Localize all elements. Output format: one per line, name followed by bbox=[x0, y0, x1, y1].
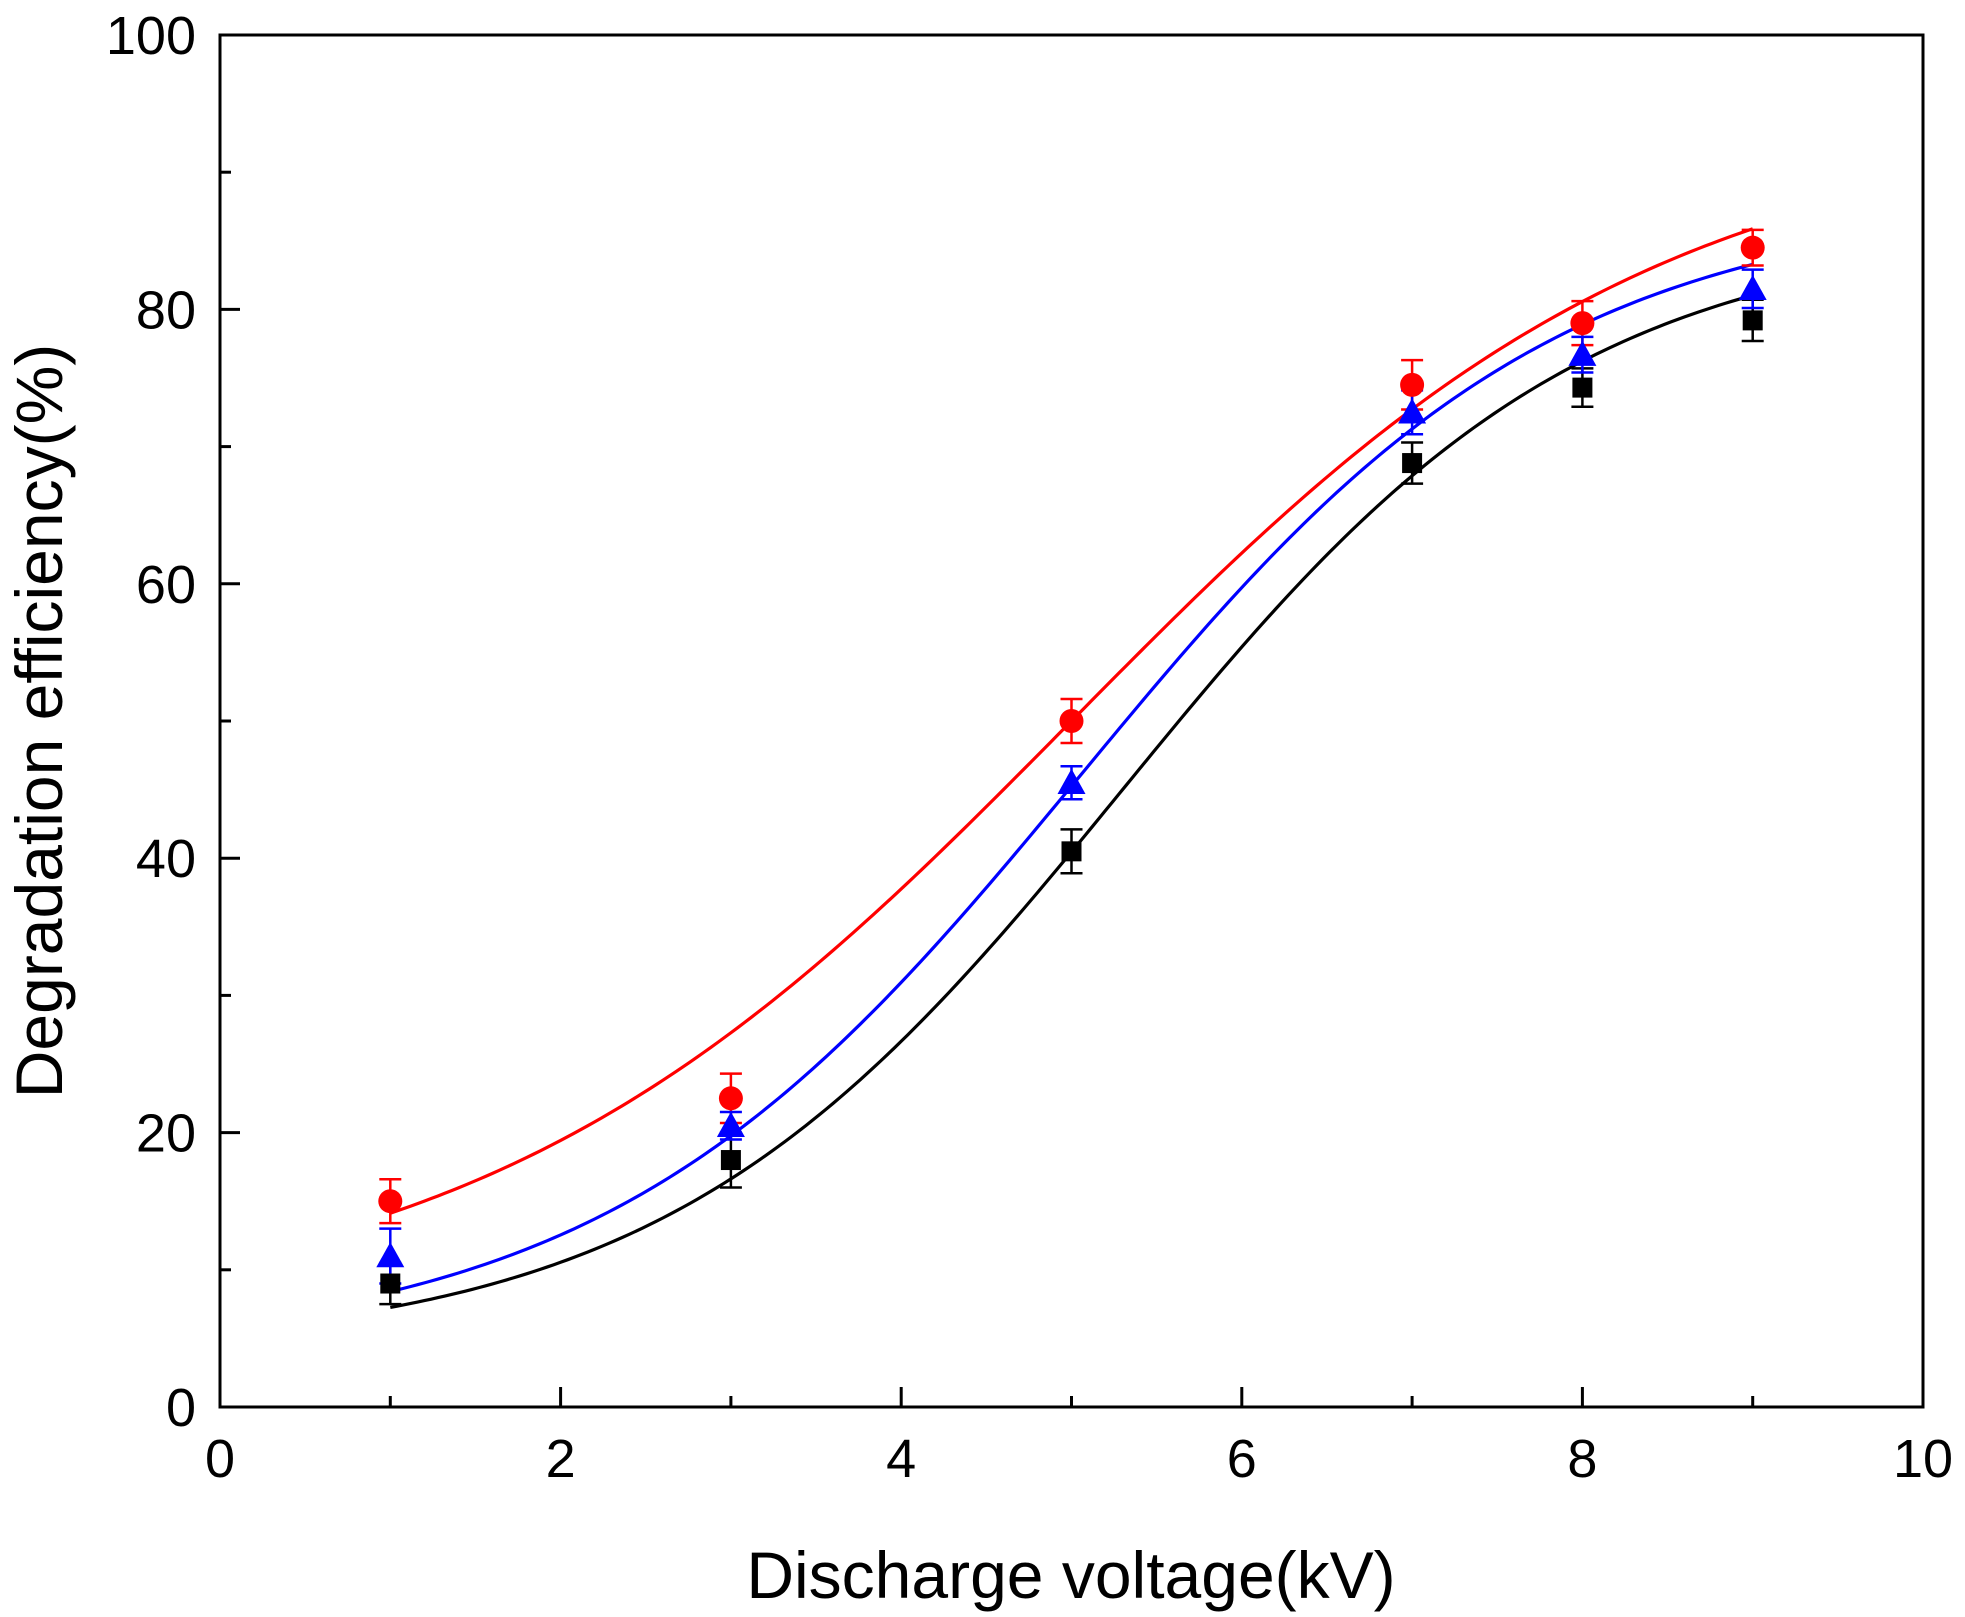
x-tick-label: 2 bbox=[546, 1429, 576, 1489]
x-tick-label: 4 bbox=[886, 1429, 916, 1489]
data-point-square bbox=[1402, 453, 1423, 474]
x-tick-labels: 0 2 4 6 8 10 bbox=[205, 1429, 1953, 1489]
y-tick-labels: 0 20 40 60 80 100 bbox=[106, 6, 196, 1438]
fit-curve-0 bbox=[390, 293, 1754, 1310]
data-point-circle bbox=[1740, 235, 1765, 260]
y-axis-title: Degradation efficiency(%) bbox=[2, 344, 76, 1099]
error-bars bbox=[379, 228, 1764, 1306]
data-point-triangle bbox=[1568, 340, 1597, 366]
data-point-circle bbox=[1570, 311, 1595, 336]
x-tick-label: 8 bbox=[1567, 1429, 1597, 1489]
data-point-square bbox=[1061, 841, 1082, 862]
y-tick-label: 100 bbox=[106, 6, 196, 66]
data-point-square bbox=[720, 1150, 741, 1171]
data-point-triangle bbox=[376, 1242, 405, 1268]
x-tick-label: 6 bbox=[1227, 1429, 1257, 1489]
data-point-circle bbox=[1059, 709, 1084, 733]
data-point-circle bbox=[378, 1189, 403, 1214]
data-point-triangle bbox=[716, 1111, 745, 1137]
y-tick-label: 20 bbox=[136, 1104, 196, 1164]
axis-ticks bbox=[218, 33, 1925, 1409]
y-tick-label: 60 bbox=[136, 555, 196, 615]
y-tick-label: 80 bbox=[136, 280, 196, 340]
x-axis-title: Discharge voltage(kV) bbox=[746, 1538, 1395, 1612]
x-tick-label: 0 bbox=[205, 1429, 235, 1489]
data-point-circle bbox=[1400, 372, 1425, 397]
y-tick-label: 40 bbox=[136, 829, 196, 889]
data-point-circle bbox=[718, 1086, 743, 1111]
data-point-square bbox=[380, 1273, 401, 1294]
data-point-square bbox=[1742, 310, 1763, 331]
y-tick-label: 0 bbox=[166, 1378, 196, 1438]
data-point-triangle bbox=[1738, 274, 1767, 301]
x-tick-label: 10 bbox=[1893, 1429, 1953, 1489]
data-point-square bbox=[1572, 377, 1593, 398]
data-markers bbox=[376, 235, 1767, 1294]
data-point-triangle bbox=[1398, 398, 1427, 424]
data-point-triangle bbox=[1057, 768, 1086, 794]
